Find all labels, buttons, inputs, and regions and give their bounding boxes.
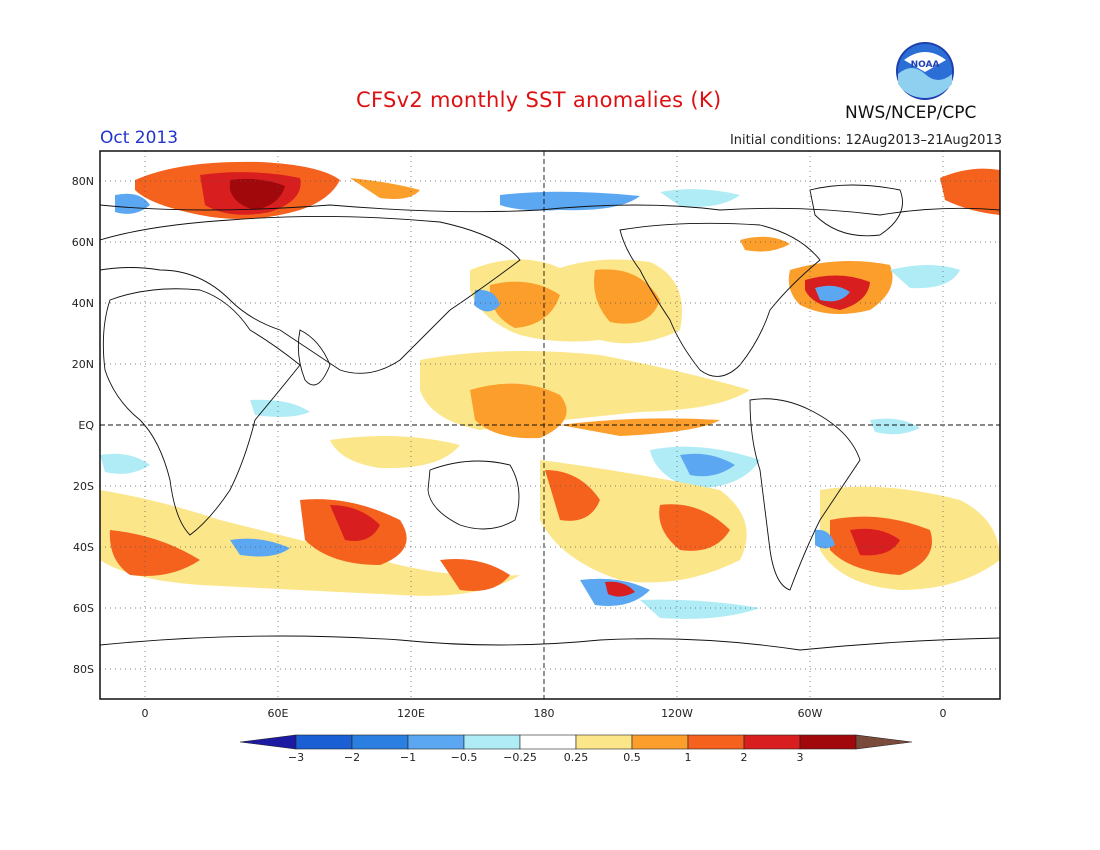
agency-label: NWS/NCEP/CPC xyxy=(845,103,977,123)
lat-label: EQ xyxy=(78,419,94,432)
lat-label: 80N xyxy=(72,175,94,188)
lon-label: 60W xyxy=(798,707,823,720)
colorbar-label: −0.5 xyxy=(451,751,478,764)
lon-label: 0 xyxy=(142,707,149,720)
colorbar-swatch xyxy=(687,734,745,750)
colorbar-swatch xyxy=(463,734,521,750)
lon-label: 60E xyxy=(268,707,289,720)
colorbar-swatch xyxy=(351,734,409,750)
lat-label: 40S xyxy=(73,541,94,554)
colorbar-max-arrow xyxy=(855,734,913,750)
colorbar-swatch xyxy=(631,734,689,750)
graticule xyxy=(100,151,1000,699)
lon-label: 0 xyxy=(940,707,947,720)
colorbar-label: 2 xyxy=(741,751,748,764)
noaa-logo-icon: NOAA xyxy=(896,42,954,100)
lat-label: 20S xyxy=(73,480,94,493)
chart-title: CFSv2 monthly SST anomalies (K) xyxy=(356,88,722,112)
colorbar-swatch xyxy=(799,734,857,750)
colorbar-swatch xyxy=(743,734,801,750)
map-frame xyxy=(99,150,1001,700)
lat-label: 60N xyxy=(72,236,94,249)
lon-axis: 0 60E 120E 180 120W 60W 0 xyxy=(142,707,947,720)
initial-conditions: Initial conditions: 12Aug2013–21Aug2013 xyxy=(729,133,1002,148)
colorbar-label: −3 xyxy=(288,751,304,764)
lat-axis: 80N 60N 40N 20N EQ 20S 40S 60S 80S xyxy=(72,175,95,676)
coastlines xyxy=(100,184,1000,651)
lat-label: 60S xyxy=(73,602,94,615)
lat-label: 80S xyxy=(73,663,94,676)
colorbar-min-arrow xyxy=(239,734,297,750)
colorbar-label: 3 xyxy=(797,751,804,764)
colorbar-swatch xyxy=(295,734,353,750)
lon-label: 180 xyxy=(534,707,555,720)
colorbar-label: −0.25 xyxy=(503,751,537,764)
colorbar-label: 0.25 xyxy=(564,751,589,764)
colorbar: −3 −2 −1 −0.5 −0.25 0.25 0.5 1 2 3 xyxy=(239,734,913,764)
colorbar-swatch xyxy=(407,734,465,750)
colorbar-label: −2 xyxy=(344,751,360,764)
forecast-month: Oct 2013 xyxy=(100,128,179,148)
colorbar-label: 1 xyxy=(685,751,692,764)
colorbar-swatch xyxy=(519,734,577,750)
lat-label: 20N xyxy=(72,358,94,371)
colorbar-label: 0.5 xyxy=(623,751,641,764)
lon-label: 120W xyxy=(661,707,693,720)
lat-label: 40N xyxy=(72,297,94,310)
logo-text: NOAA xyxy=(911,60,940,70)
colorbar-swatch xyxy=(575,734,633,750)
equator-dateline xyxy=(100,151,1000,699)
colorbar-label: −1 xyxy=(400,751,416,764)
anomaly-field xyxy=(100,161,1000,619)
lon-label: 120E xyxy=(397,707,425,720)
